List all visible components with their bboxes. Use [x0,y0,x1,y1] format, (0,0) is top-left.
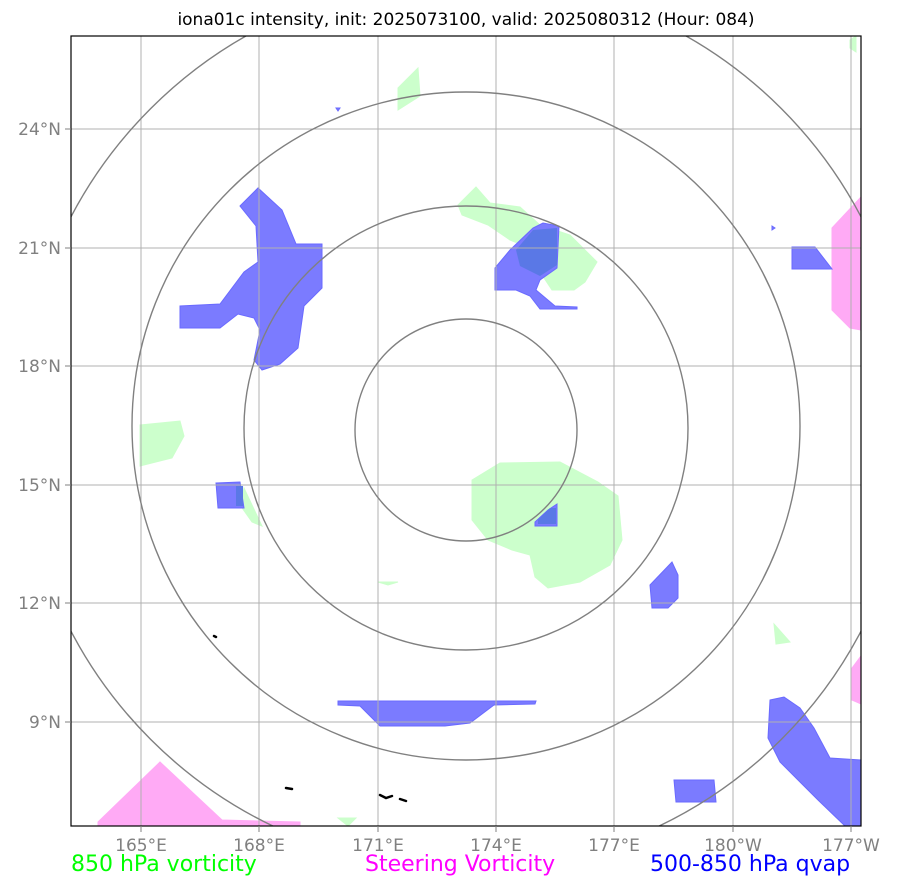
range-ring-3 [131,91,801,761]
legend-qvap: 500-850 hPa qvap [650,852,851,877]
lat-label: 24°N [18,120,61,140]
tick-marks [65,128,852,832]
lat-label: 15°N [18,476,61,496]
range-rings [71,36,861,826]
lon-label: 180°W [704,836,762,856]
lon-label: 177°W [822,836,880,856]
latitude-labels: 24°N 21°N 18°N 15°N 12°N 9°N [18,120,61,733]
lat-label: 21°N [18,239,61,259]
map-title: iona01c intensity, init: 2025073100, val… [177,10,754,30]
gridlines [71,36,861,826]
legend-vorticity-850: 850 hPa vorticity [71,852,257,877]
lon-label: 168°E [233,836,285,856]
lat-label: 9°N [29,713,61,733]
lat-label: 18°N [18,357,61,377]
lon-label: 174°E [470,836,522,856]
steering-vorticity-layer [97,196,861,826]
lon-label: 177°E [588,836,640,856]
lat-label: 12°N [18,594,61,614]
overlap-layer [236,228,557,524]
map-area [71,36,861,826]
lon-label: 165°E [115,836,167,856]
coastline-layer [212,634,408,803]
longitude-labels: 165°E 168°E 171°E 174°E 177°E 180°W 177°… [115,836,880,856]
legend-steering-vorticity: Steering Vorticity [365,852,556,877]
map-frame [70,35,862,827]
range-ring-2 [243,205,689,651]
range-ring-1 [354,318,578,542]
lon-label: 171°E [352,836,404,856]
